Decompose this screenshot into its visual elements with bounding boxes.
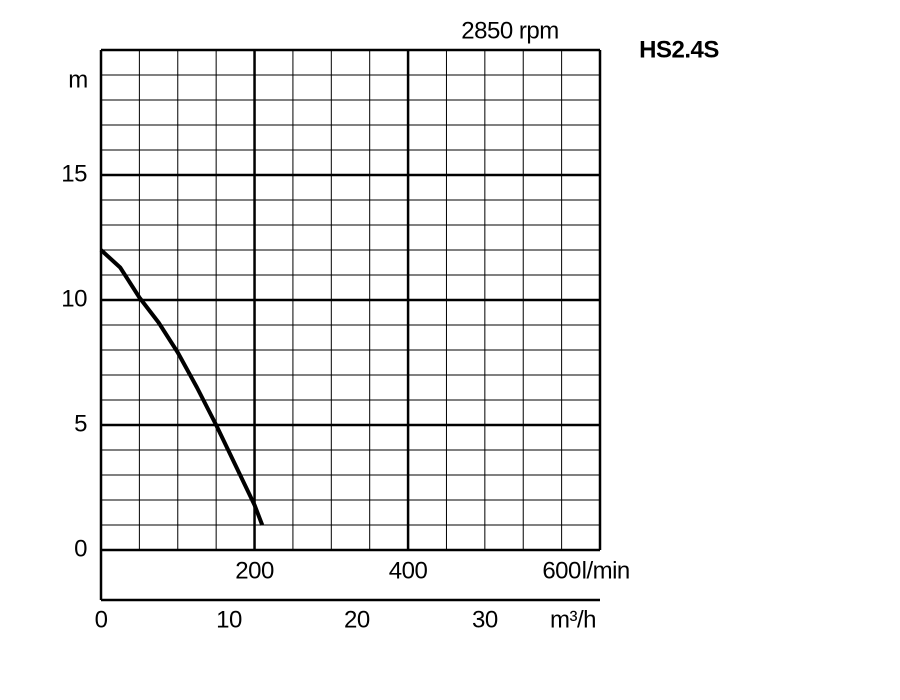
x-axis-label: l/min (582, 557, 630, 584)
chart-title: HS2.4S (639, 36, 719, 63)
x-tick-label: 400 (389, 557, 428, 584)
chart-subtitle: 2850 rpm (461, 17, 558, 44)
x2-axis-label: m³/h (550, 606, 596, 633)
y-tick-label: 5 (74, 410, 87, 437)
x2-tick-label: 20 (344, 606, 370, 633)
x2-tick-label: 0 (95, 606, 108, 633)
y-axis-label: m (68, 66, 88, 93)
y-tick-label: 10 (61, 285, 87, 312)
y-tick-label: 0 (74, 535, 87, 562)
x-tick-label: 200 (235, 557, 274, 584)
x2-tick-label: 30 (472, 606, 498, 633)
curve (99, 248, 265, 526)
y-tick-label: 15 (61, 160, 87, 187)
x2-tick-label: 10 (216, 606, 242, 633)
x-tick-label: 600 (542, 557, 581, 584)
